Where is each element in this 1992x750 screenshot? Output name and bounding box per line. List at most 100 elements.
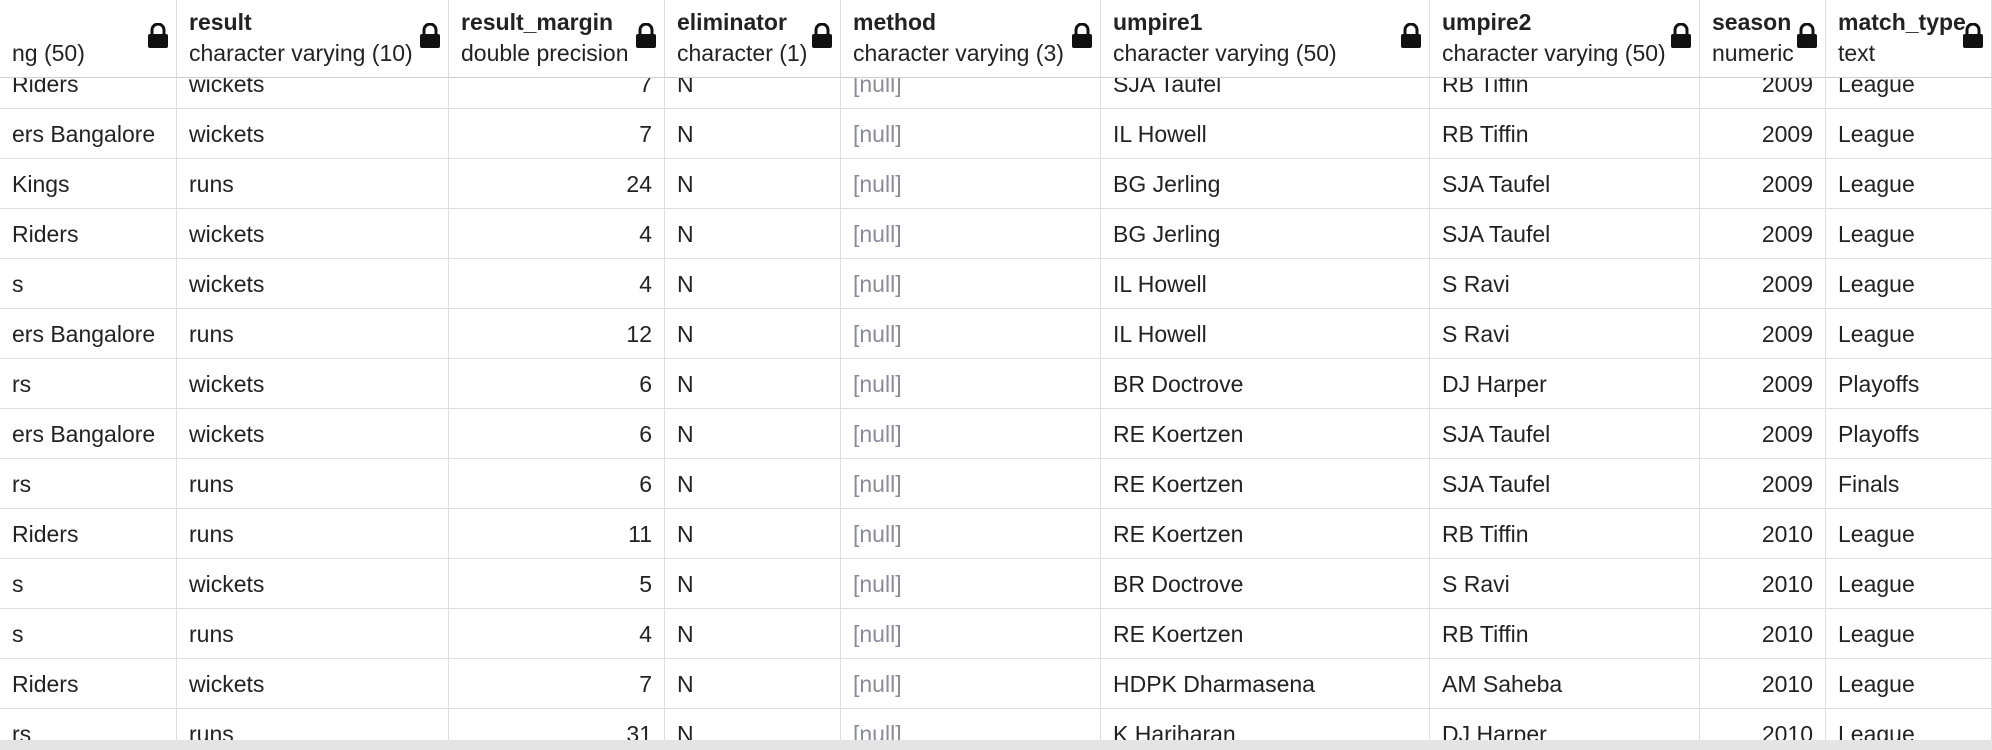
column-header-result[interactable]: result character varying (10) <box>177 0 449 78</box>
cell-umpire2[interactable]: S Ravi <box>1430 259 1700 309</box>
cell-match-type[interactable]: League <box>1826 209 1992 259</box>
cell-result-margin[interactable]: 5 <box>449 559 665 609</box>
cell-umpire1[interactable]: BR Doctrove <box>1101 359 1430 409</box>
cell-match-type[interactable]: League <box>1826 109 1992 159</box>
cell-eliminator[interactable]: N <box>665 209 841 259</box>
cell-eliminator[interactable]: N <box>665 109 841 159</box>
cell-result[interactable]: wickets <box>177 109 449 159</box>
cell-match-type[interactable]: Playoffs <box>1826 359 1992 409</box>
table-row[interactable]: ers Bangalore wickets 6 N [null] RE Koertzen S… <box>0 409 1992 459</box>
cell-method[interactable]: [null] <box>841 109 1101 159</box>
cell-season[interactable]: 2009 <box>1700 259 1826 309</box>
cell-team[interactable]: ers Bangalore <box>0 409 177 459</box>
cell-result[interactable]: wickets <box>177 659 449 709</box>
cell-umpire2[interactable]: SJA Taufel <box>1430 459 1700 509</box>
cell-result[interactable]: wickets <box>177 259 449 309</box>
cell-umpire1[interactable]: RE Koertzen <box>1101 609 1430 659</box>
cell-method[interactable]: [null] <box>841 509 1101 559</box>
cell-result[interactable]: runs <box>177 159 449 209</box>
cell-result-margin[interactable]: 24 <box>449 159 665 209</box>
cell-method[interactable]: [null] <box>841 559 1101 609</box>
cell-eliminator[interactable]: N <box>665 409 841 459</box>
cell-match-type[interactable]: League <box>1826 159 1992 209</box>
cell-umpire1[interactable]: BG Jerling <box>1101 159 1430 209</box>
cell-season[interactable]: 2009 <box>1700 209 1826 259</box>
cell-season[interactable]: 2010 <box>1700 559 1826 609</box>
cell-result[interactable]: wickets <box>177 559 449 609</box>
cell-eliminator[interactable]: N <box>665 559 841 609</box>
cell-team[interactable]: ers Bangalore <box>0 109 177 159</box>
column-header-team[interactable]: ​ ng (50) <box>0 0 177 78</box>
cell-umpire2[interactable]: RB Tiffin <box>1430 509 1700 559</box>
cell-eliminator[interactable]: N <box>665 609 841 659</box>
cell-eliminator[interactable]: N <box>665 509 841 559</box>
cell-umpire1[interactable]: IL Howell <box>1101 259 1430 309</box>
cell-match-type[interactable]: League <box>1826 259 1992 309</box>
cell-umpire2[interactable]: S Ravi <box>1430 559 1700 609</box>
column-header-season[interactable]: season numeric <box>1700 0 1826 78</box>
table-row[interactable]: Riders wickets 4 N [null] BG Jerling SJA Taufe… <box>0 209 1992 259</box>
cell-match-type[interactable]: League <box>1826 609 1992 659</box>
table-row[interactable]: Riders runs 11 N [null] RE Koertzen RB Tiffin 2… <box>0 509 1992 559</box>
column-header-match-type[interactable]: match_type text <box>1826 0 1992 78</box>
cell-team[interactable]: rs <box>0 459 177 509</box>
column-header-result-margin[interactable]: result_margin double precision <box>449 0 665 78</box>
cell-umpire2[interactable]: AM Saheba <box>1430 659 1700 709</box>
cell-team[interactable]: rs <box>0 359 177 409</box>
cell-umpire1[interactable]: BG Jerling <box>1101 209 1430 259</box>
cell-eliminator[interactable]: N <box>665 309 841 359</box>
column-header-method[interactable]: method character varying (3) <box>841 0 1101 78</box>
cell-season[interactable]: 2010 <box>1700 609 1826 659</box>
cell-team[interactable]: s <box>0 559 177 609</box>
cell-eliminator[interactable]: N <box>665 259 841 309</box>
table-row[interactable]: rs wickets 6 N [null] BR Doctrove DJ Harper 200… <box>0 359 1992 409</box>
cell-result[interactable]: runs <box>177 509 449 559</box>
cell-method[interactable]: [null] <box>841 459 1101 509</box>
horizontal-scrollbar[interactable] <box>0 740 1992 750</box>
cell-result-margin[interactable]: 6 <box>449 409 665 459</box>
column-header-umpire1[interactable]: umpire1 character varying (50) <box>1101 0 1430 78</box>
cell-match-type[interactable]: League <box>1826 509 1992 559</box>
cell-result-margin[interactable]: 4 <box>449 259 665 309</box>
cell-match-type[interactable]: League <box>1826 309 1992 359</box>
cell-result-margin[interactable]: 6 <box>449 359 665 409</box>
cell-umpire1[interactable]: BR Doctrove <box>1101 559 1430 609</box>
cell-method[interactable]: [null] <box>841 309 1101 359</box>
cell-eliminator[interactable]: N <box>665 159 841 209</box>
cell-umpire2[interactable]: SJA Taufel <box>1430 159 1700 209</box>
cell-method[interactable]: [null] <box>841 359 1101 409</box>
cell-team[interactable]: ers Bangalore <box>0 309 177 359</box>
cell-team[interactable]: Kings <box>0 159 177 209</box>
cell-season[interactable]: 2009 <box>1700 309 1826 359</box>
cell-umpire1[interactable]: RE Koertzen <box>1101 409 1430 459</box>
cell-season[interactable]: 2010 <box>1700 509 1826 559</box>
cell-umpire2[interactable]: SJA Taufel <box>1430 409 1700 459</box>
cell-season[interactable]: 2009 <box>1700 159 1826 209</box>
cell-umpire2[interactable]: DJ Harper <box>1430 359 1700 409</box>
cell-result[interactable]: runs <box>177 609 449 659</box>
cell-result-margin[interactable]: 7 <box>449 109 665 159</box>
cell-result[interactable]: wickets <box>177 409 449 459</box>
cell-result[interactable]: runs <box>177 309 449 359</box>
table-row[interactable]: ers Bangalore wickets 7 N [null] IL Howell RB … <box>0 109 1992 159</box>
cell-eliminator[interactable]: N <box>665 359 841 409</box>
cell-season[interactable]: 2010 <box>1700 659 1826 709</box>
cell-umpire1[interactable]: RE Koertzen <box>1101 459 1430 509</box>
cell-result-margin[interactable]: 4 <box>449 609 665 659</box>
cell-result[interactable]: wickets <box>177 209 449 259</box>
cell-result-margin[interactable]: 12 <box>449 309 665 359</box>
cell-season[interactable]: 2009 <box>1700 459 1826 509</box>
cell-method[interactable]: [null] <box>841 609 1101 659</box>
cell-season[interactable]: 2009 <box>1700 359 1826 409</box>
cell-match-type[interactable]: Finals <box>1826 459 1992 509</box>
table-row[interactable]: Kings runs 24 N [null] BG Jerling SJA Taufel 20… <box>0 159 1992 209</box>
cell-match-type[interactable]: League <box>1826 559 1992 609</box>
cell-eliminator[interactable]: N <box>665 459 841 509</box>
cell-umpire1[interactable]: RE Koertzen <box>1101 509 1430 559</box>
cell-team[interactable]: Riders <box>0 209 177 259</box>
cell-umpire2[interactable]: S Ravi <box>1430 309 1700 359</box>
cell-result[interactable]: wickets <box>177 359 449 409</box>
column-header-eliminator[interactable]: eliminator character (1) <box>665 0 841 78</box>
cell-method[interactable]: [null] <box>841 409 1101 459</box>
cell-result-margin[interactable]: 6 <box>449 459 665 509</box>
